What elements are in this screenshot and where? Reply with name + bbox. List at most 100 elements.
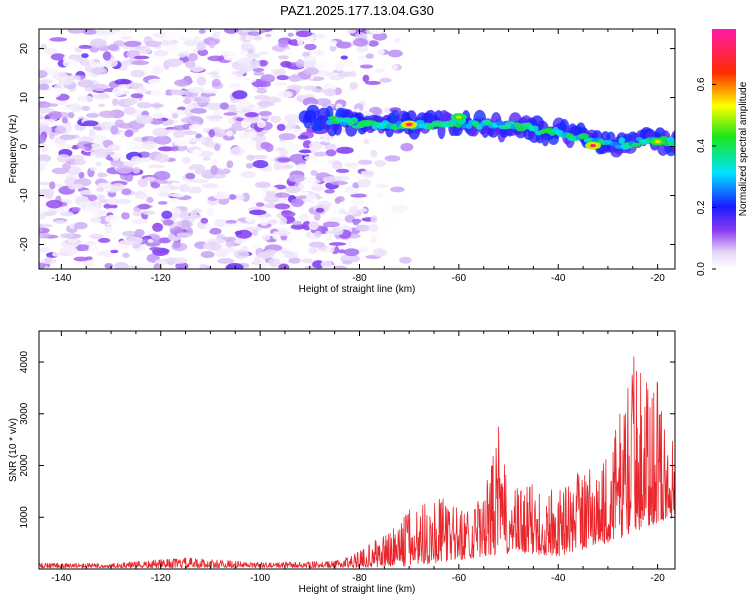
heatmap-cell <box>356 174 367 180</box>
heatmap-cell <box>135 114 154 125</box>
heatmap-cell <box>55 143 73 149</box>
heatmap-cell <box>110 249 119 254</box>
heatmap-cell <box>77 79 94 88</box>
heatmap-cell <box>157 146 175 152</box>
heatmap-cell <box>333 212 341 217</box>
heatmap-cell <box>159 237 171 244</box>
heatmap-cell <box>335 151 349 161</box>
heatmap-cell <box>225 263 244 269</box>
heatmap-cell <box>345 239 354 247</box>
heatmap-cell <box>273 81 287 87</box>
heatmap-cell <box>298 149 314 154</box>
heatmap-cell <box>214 143 221 152</box>
heatmap-cell <box>192 72 200 78</box>
heatmap-cell <box>99 110 117 119</box>
heatmap-cell <box>170 39 179 44</box>
heatmap-cell <box>367 40 379 47</box>
heatmap-cell <box>279 216 288 226</box>
heatmap-cell <box>348 205 359 215</box>
heatmap-cell <box>100 121 111 131</box>
heatmap-cell <box>162 219 174 226</box>
heatmap-cell <box>152 222 164 232</box>
heatmap-cell <box>277 230 291 236</box>
heatmap-cell <box>365 188 372 197</box>
heatmap-cell <box>384 155 401 162</box>
heatmap-cell <box>192 148 202 156</box>
heatmap-cell <box>313 151 327 157</box>
heatmap-cell <box>39 126 53 134</box>
heatmap-cell <box>91 142 104 149</box>
heatmap-cell <box>125 235 138 242</box>
heatmap-cell <box>198 29 206 34</box>
heatmap-peak <box>455 115 462 119</box>
heatmap-cell <box>304 155 317 161</box>
heatmap-cell <box>236 59 247 64</box>
heatmap-cell <box>288 74 302 82</box>
heatmap-cell <box>234 194 245 201</box>
heatmap-cell <box>243 226 262 232</box>
heatmap-cell <box>223 223 242 228</box>
heatmap-cell <box>304 56 317 62</box>
heatmap-cell <box>332 160 343 170</box>
heatmap-cell <box>155 179 169 184</box>
heatmap-cell <box>211 78 221 88</box>
snr-background <box>39 331 675 569</box>
heatmap-cell <box>578 133 590 140</box>
heatmap-cell <box>285 143 303 152</box>
heatmap-cell <box>256 101 274 107</box>
x-tick-label: -40 <box>551 573 566 584</box>
heatmap-cell <box>117 83 131 89</box>
heatmap-cell <box>320 260 333 268</box>
heatmap-cell <box>150 88 166 97</box>
heatmap-cell <box>73 221 88 230</box>
heatmap-cell <box>130 69 145 78</box>
heatmap-cell <box>290 198 304 208</box>
heatmap-cell <box>363 138 370 145</box>
heatmap-cell <box>218 32 227 40</box>
heatmap-cell <box>127 82 144 88</box>
x-tick-label: -120 <box>151 573 171 584</box>
heatmap-cell <box>79 201 91 207</box>
heatmap-cell <box>321 134 333 143</box>
heatmap-cell <box>306 104 320 119</box>
heatmap-cell <box>173 137 190 147</box>
heatmap-cell <box>172 240 182 249</box>
heatmap-cell <box>288 174 305 183</box>
heatmap-cell <box>89 38 107 49</box>
heatmap-peak <box>654 140 661 144</box>
heatmap-cell <box>73 183 84 190</box>
spectrogram-marks <box>39 29 675 269</box>
heatmap-cell <box>121 188 132 196</box>
heatmap-cell <box>376 191 386 199</box>
heatmap-cell <box>97 237 111 243</box>
x-tick-label: -40 <box>551 273 566 284</box>
heatmap-cell <box>161 210 173 220</box>
heatmap-cell <box>264 196 280 203</box>
heatmap-cell <box>152 32 167 39</box>
heatmap-cell <box>153 170 171 181</box>
heatmap-cell <box>226 130 233 137</box>
heatmap-cell <box>244 77 257 83</box>
heatmap-cell <box>181 157 192 164</box>
heatmap-cell <box>618 137 626 144</box>
heatmap-cell <box>114 78 132 86</box>
heatmap-cell <box>104 225 112 234</box>
heatmap-cell <box>335 168 350 174</box>
heatmap-cell <box>110 152 124 159</box>
heatmap-cell <box>218 122 232 130</box>
heatmap-cell <box>328 205 341 213</box>
heatmap-cell <box>264 96 282 104</box>
heatmap-cell <box>368 29 386 35</box>
y-tick-label: 20 <box>19 43 30 55</box>
heatmap-cell <box>201 183 219 189</box>
heatmap-cell <box>386 265 404 269</box>
heatmap-cell <box>298 213 309 222</box>
heatmap-cell <box>278 55 289 60</box>
heatmap-cell <box>173 79 189 87</box>
heatmap-cell <box>253 256 261 266</box>
heatmap-cell <box>358 159 373 165</box>
heatmap-cell <box>303 67 319 76</box>
heatmap-cell <box>335 62 344 72</box>
heatmap-cell <box>176 232 192 239</box>
spectrogram-frame <box>38 28 676 270</box>
